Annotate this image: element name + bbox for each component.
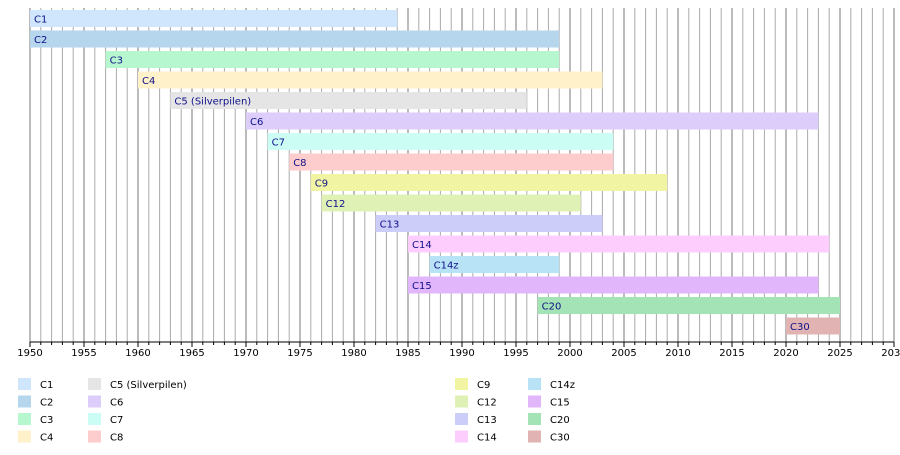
bar xyxy=(321,194,581,212)
bar-label: C1 xyxy=(34,15,47,26)
bar-label: C9 xyxy=(315,179,328,190)
x-tick-label: 2000 xyxy=(557,348,582,359)
x-tick-label: 2005 xyxy=(611,348,636,359)
legend-swatch xyxy=(88,413,101,425)
bar xyxy=(105,51,560,68)
legend-label: C5 (Silverpilen) xyxy=(110,380,187,391)
legend-label: C20 xyxy=(550,415,570,426)
bar xyxy=(310,174,668,191)
bar xyxy=(408,235,830,253)
legend-swatch xyxy=(18,413,31,425)
legend-label: C14z xyxy=(550,380,575,391)
x-tick-label: 1955 xyxy=(71,348,96,359)
legend-label: C6 xyxy=(110,398,123,409)
bar-label: C14 xyxy=(412,240,432,251)
bar xyxy=(30,30,560,48)
bar xyxy=(537,297,840,314)
bar-label: C5 (Silverpilen) xyxy=(174,97,251,108)
x-tick-label: 1960 xyxy=(125,348,150,359)
legend-label: C9 xyxy=(477,380,490,391)
legend-swatch xyxy=(18,395,31,408)
legend-label: C15 xyxy=(550,398,570,409)
bar xyxy=(375,215,603,232)
bar-label: C6 xyxy=(250,117,263,128)
legend-label: C12 xyxy=(477,398,497,409)
legend-swatch xyxy=(528,430,541,443)
x-tick-label: 2015 xyxy=(719,348,744,359)
legend-swatch xyxy=(528,378,541,390)
x-tick-label: 2010 xyxy=(665,348,690,359)
bar xyxy=(170,92,527,109)
bar-label: C15 xyxy=(412,281,432,292)
bar-label: C30 xyxy=(790,322,810,333)
legend-swatch xyxy=(455,413,468,425)
bar xyxy=(786,317,840,335)
bar xyxy=(429,256,560,273)
bar xyxy=(267,133,614,150)
bar-label: C13 xyxy=(380,220,400,231)
legend-swatch xyxy=(88,430,101,443)
legend-swatch xyxy=(528,395,541,408)
legend-label: C1 xyxy=(40,380,53,391)
legend-swatch xyxy=(455,378,468,390)
legend-label: C30 xyxy=(550,433,570,444)
x-tick-label: 1980 xyxy=(341,348,366,359)
legend-swatch xyxy=(18,378,31,390)
x-tick-label: 1985 xyxy=(395,348,420,359)
legend-label: C8 xyxy=(110,433,123,444)
bar-label: C7 xyxy=(272,138,285,149)
legend-swatch xyxy=(18,430,31,443)
bar-label: C4 xyxy=(142,76,155,87)
legend-swatch xyxy=(455,430,468,443)
legend-label: C13 xyxy=(477,415,497,426)
legend-label: C4 xyxy=(40,433,53,444)
x-tick-label: 1970 xyxy=(233,348,258,359)
bar xyxy=(30,10,398,27)
x-tick-label: 1995 xyxy=(503,348,528,359)
legend-swatch xyxy=(88,378,101,390)
legend-swatch xyxy=(528,413,541,425)
x-tick-label: 2020 xyxy=(773,348,798,359)
x-tick-label: 2025 xyxy=(827,348,852,359)
bar-label: C2 xyxy=(34,35,47,46)
bar xyxy=(246,112,819,130)
bar xyxy=(408,276,819,294)
legend-swatch xyxy=(455,395,468,408)
bar-label: C3 xyxy=(110,56,123,67)
bar xyxy=(138,71,603,89)
x-tick-label: 1965 xyxy=(179,348,204,359)
legend-label: C2 xyxy=(40,398,53,409)
legend-label: C3 xyxy=(40,415,53,426)
legend-swatch xyxy=(88,395,101,408)
legend-label: C7 xyxy=(110,415,123,426)
x-tick-label: 1975 xyxy=(287,348,312,359)
x-tick-label: 2030 xyxy=(881,348,900,359)
x-tick-label: 1990 xyxy=(449,348,474,359)
bar xyxy=(289,153,614,171)
bar-label: C12 xyxy=(326,199,346,210)
bar-label: C20 xyxy=(542,302,562,313)
bar-label: C8 xyxy=(293,158,306,169)
bar-label: C14z xyxy=(434,261,459,272)
x-tick-label: 1950 xyxy=(17,348,42,359)
legend-label: C14 xyxy=(477,433,497,444)
